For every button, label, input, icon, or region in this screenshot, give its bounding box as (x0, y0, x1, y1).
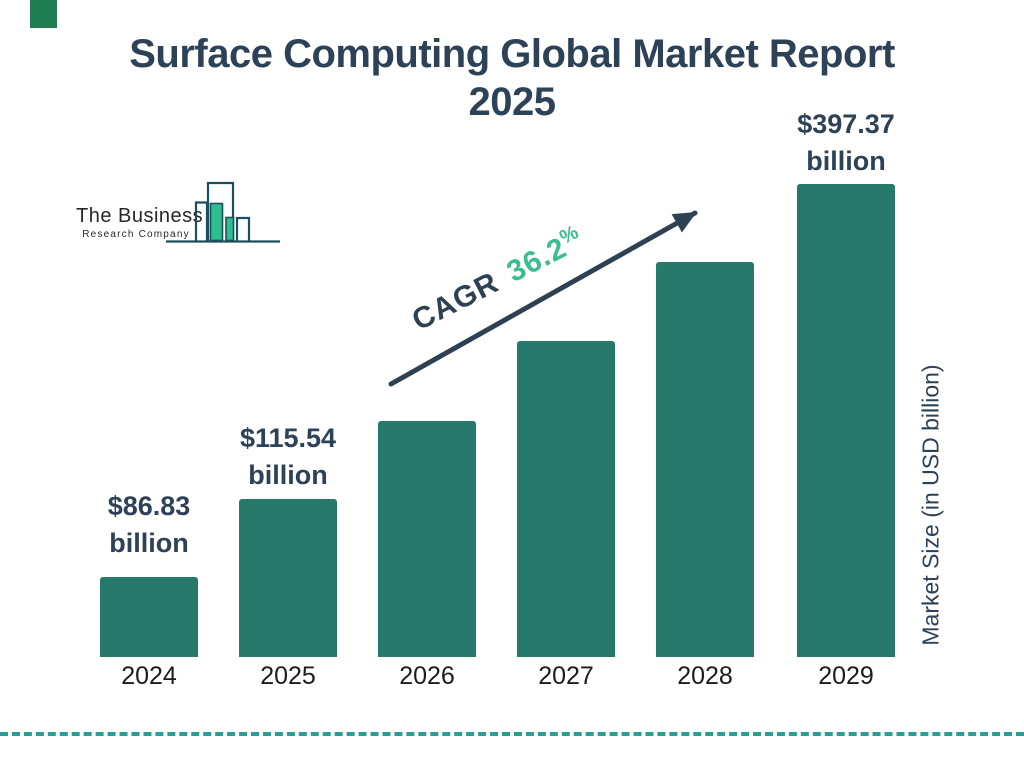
bar-2029 (797, 184, 895, 657)
x-tick-2029: 2029 (818, 662, 874, 690)
company-logo: The Business Research Company (76, 180, 291, 246)
page-title-line1: Surface Computing Global Market Report (129, 32, 895, 76)
company-name: The Business (76, 205, 204, 227)
bar-2026 (378, 421, 476, 657)
bar-2025 (239, 499, 337, 657)
page-title-line2: 2025 (468, 80, 556, 124)
x-tick-2026: 2026 (399, 662, 455, 690)
x-tick-2028: 2028 (677, 662, 733, 690)
value-label-2025: $115.54 billion (239, 423, 337, 490)
bar-2027 (517, 341, 615, 657)
logo-bar-chart-icon (166, 181, 280, 243)
page-title: Surface Computing Global Market Report 2… (0, 30, 1024, 126)
bar-2028 (656, 262, 754, 657)
x-tick-2027: 2027 (538, 662, 594, 690)
bar-2024 (100, 577, 198, 657)
x-tick-2024: 2024 (121, 662, 177, 690)
x-tick-2025: 2025 (260, 662, 316, 690)
company-logo-text: The Business Research Company (76, 205, 204, 240)
value-label-2024: $86.83 billion (107, 491, 191, 558)
company-subname: Research Company (82, 229, 190, 240)
corner-accent-square (30, 0, 57, 28)
bottom-dashed-divider (0, 732, 1024, 736)
value-label-2029: $397.37 billion (797, 109, 895, 176)
y-axis-label: Market Size (in USD billion) (917, 364, 944, 646)
